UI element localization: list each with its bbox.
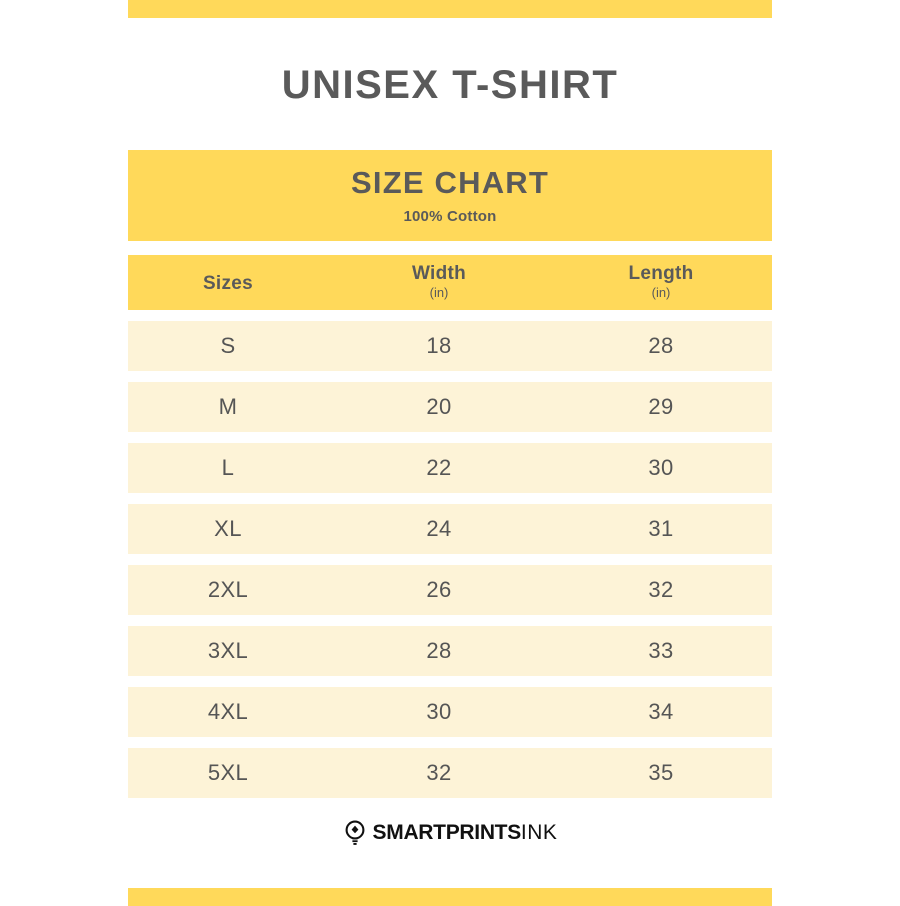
cell-size: L xyxy=(221,455,235,480)
cell-length: 34 xyxy=(648,699,674,724)
cell-length: 28 xyxy=(648,333,674,358)
size-chart-subtitle: 100% Cotton xyxy=(403,207,497,225)
brand-name: SMARTPRINTSINK xyxy=(373,821,558,845)
column-header-sizes: Sizes xyxy=(128,255,328,310)
column-header-sizes-label: Sizes xyxy=(202,272,254,294)
table-row: M 20 29 xyxy=(128,382,772,432)
top-accent-bar xyxy=(128,0,772,18)
cell-width: 26 xyxy=(426,577,452,602)
cell-size: 4XL xyxy=(207,699,249,724)
column-header-width-label: Width xyxy=(411,263,467,285)
cell-width: 22 xyxy=(426,455,452,480)
column-header-length-label: Length xyxy=(628,263,694,285)
cell-width: 30 xyxy=(426,699,452,724)
table-row: 2XL 26 32 xyxy=(128,565,772,615)
cell-size: XL xyxy=(214,516,242,541)
cell-length: 33 xyxy=(648,638,674,663)
cell-length: 29 xyxy=(648,394,674,419)
cell-width: 20 xyxy=(426,394,452,419)
cell-size: S xyxy=(220,333,236,358)
column-header-width-unit: (in) xyxy=(429,285,449,301)
table-row: L 22 30 xyxy=(128,443,772,493)
brand-name-bold: SMARTPRINTS xyxy=(372,821,522,844)
size-table: Sizes Width (in) Length (in) S 18 28 M 2… xyxy=(128,255,772,809)
table-row: 3XL 28 33 xyxy=(128,626,772,676)
column-header-length: Length (in) xyxy=(550,255,772,310)
cell-width: 28 xyxy=(426,638,452,663)
cell-size: 5XL xyxy=(207,760,249,785)
cell-width: 18 xyxy=(426,333,452,358)
column-header-length-unit: (in) xyxy=(651,285,671,301)
table-row: 5XL 32 35 xyxy=(128,748,772,798)
brand-name-light: INK xyxy=(520,821,558,844)
cell-width: 24 xyxy=(426,516,452,541)
cell-length: 31 xyxy=(648,516,674,541)
lightbulb-icon xyxy=(343,820,367,846)
table-header-row: Sizes Width (in) Length (in) xyxy=(128,255,772,310)
cell-width: 32 xyxy=(426,760,452,785)
cell-length: 35 xyxy=(648,760,674,785)
table-row: S 18 28 xyxy=(128,321,772,371)
column-header-width: Width (in) xyxy=(328,255,550,310)
size-chart-title: SIZE CHART xyxy=(351,165,549,201)
bottom-accent-bar xyxy=(128,888,772,906)
page-title: UNISEX T-SHIRT xyxy=(281,63,619,107)
brand-logo: SMARTPRINTSINK xyxy=(0,820,900,846)
size-chart-header-band: SIZE CHART 100% Cotton xyxy=(128,150,772,241)
cell-size: 2XL xyxy=(207,577,249,602)
cell-length: 32 xyxy=(648,577,674,602)
cell-size: 3XL xyxy=(207,638,249,663)
cell-size: M xyxy=(218,394,238,419)
table-row: 4XL 30 34 xyxy=(128,687,772,737)
table-row: XL 24 31 xyxy=(128,504,772,554)
cell-length: 30 xyxy=(648,455,674,480)
